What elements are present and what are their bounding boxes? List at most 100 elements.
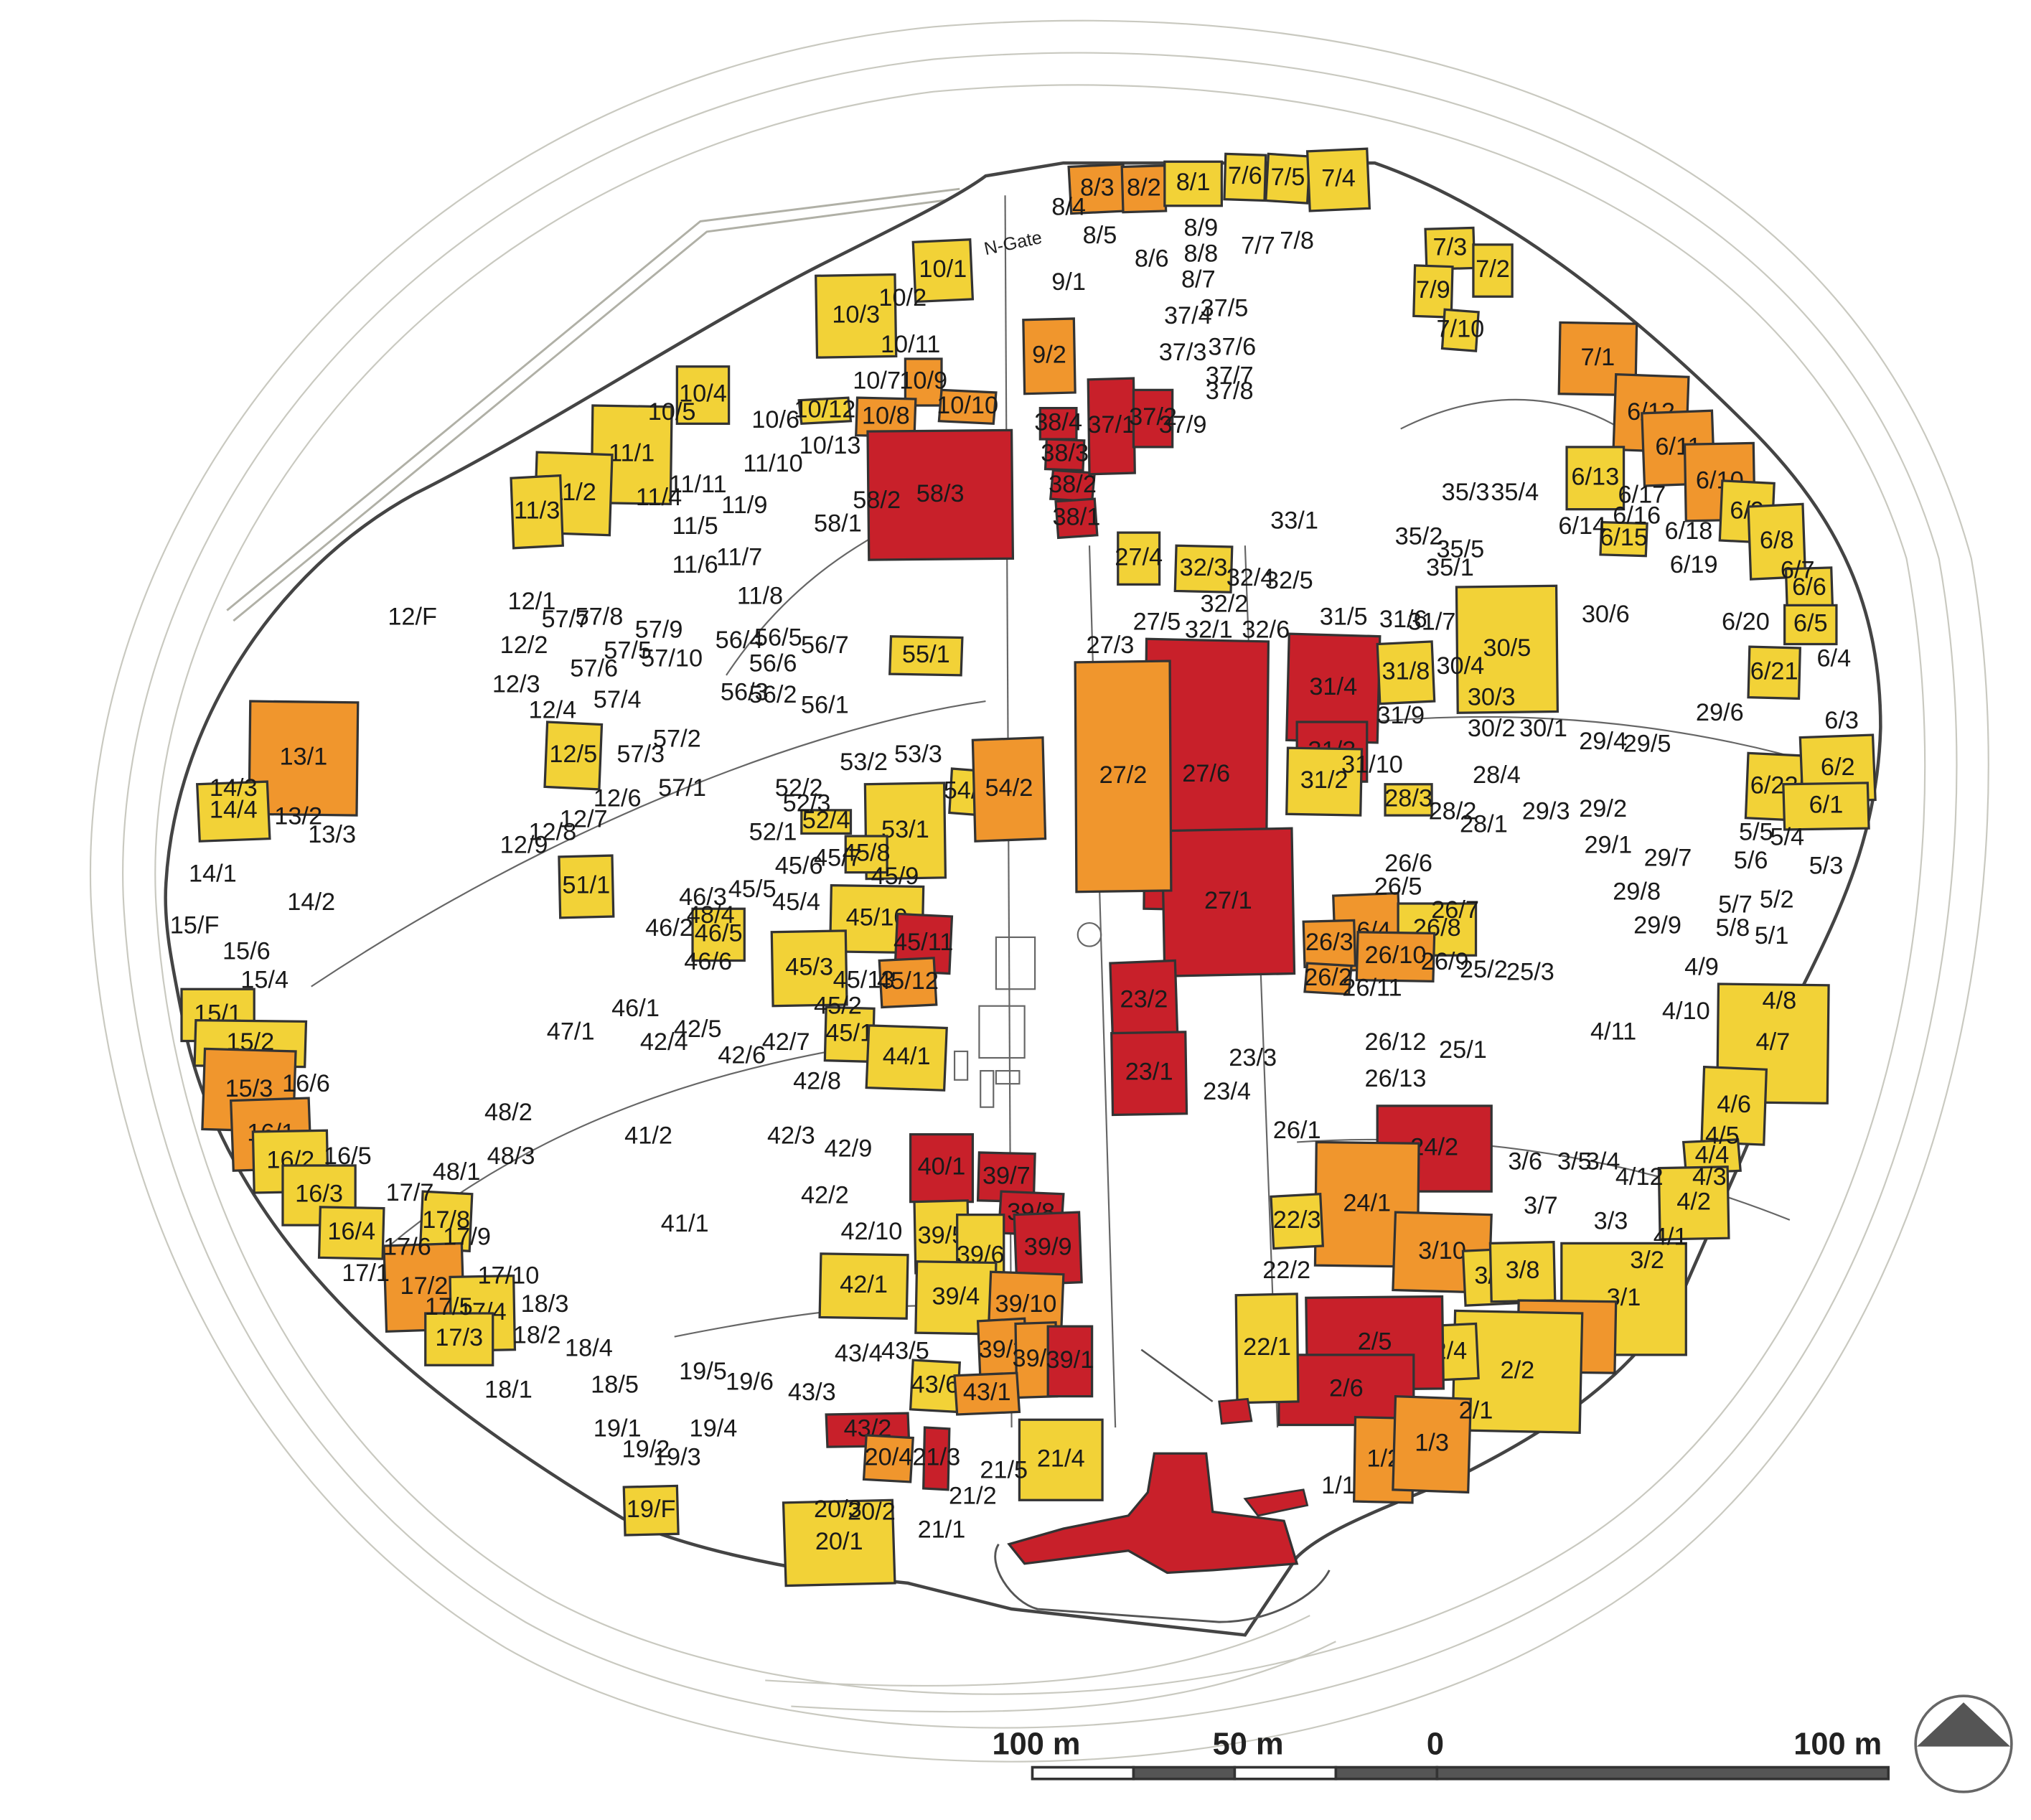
white-plot-label-30-4: 30/4	[1436, 652, 1484, 680]
white-plot-label-16-6: 16/6	[282, 1070, 330, 1097]
white-plot-label-57-3: 57/3	[616, 741, 665, 768]
white-plot-label-22-2: 22/2	[1262, 1257, 1310, 1284]
plot-label-17-2: 17/2	[400, 1272, 449, 1300]
white-plot-label-32-1: 32/1	[1185, 616, 1233, 644]
plot-31-4	[1285, 632, 1382, 744]
white-plot-label-10-2: 10/2	[878, 284, 927, 311]
white-plot-label-11-8: 11/8	[737, 583, 783, 610]
white-plot-label-48-4: 48/4	[687, 901, 735, 929]
white-plot-label-20-3: 20/3	[814, 1496, 862, 1523]
plot-label-31-8: 31/8	[1382, 657, 1430, 685]
plot-22-1	[1234, 1293, 1300, 1404]
white-plot-label-5-7: 5/7	[1718, 891, 1753, 919]
white-plot-label-6-19: 6/19	[1670, 551, 1718, 578]
plot-label-4-4: 4/4	[1695, 1141, 1730, 1168]
white-plot-label-21-5: 21/5	[980, 1457, 1028, 1484]
plot-label-19-F: 19/F	[627, 1496, 676, 1523]
plot-27-1	[1160, 827, 1296, 977]
white-plot-label-19-6: 19/6	[726, 1369, 774, 1396]
plot-45-3	[770, 929, 848, 1008]
plot-label-32-3: 32/3	[1180, 554, 1228, 581]
scale-label-100m-right: 100 m	[1793, 1727, 1882, 1761]
white-plot-label-14-2: 14/2	[287, 888, 335, 916]
white-plot-label-29-3: 29/3	[1522, 798, 1570, 825]
white-plot-label-8-5: 8/5	[1083, 222, 1117, 249]
white-plot-label-23-4: 23/4	[1203, 1078, 1251, 1105]
white-plot-label-15-F: 15/F	[170, 912, 220, 939]
plot-label-20-4: 20/4	[864, 1443, 912, 1470]
white-plot-label-3-5: 3/5	[1557, 1148, 1592, 1175]
white-plot-label-20-2: 20/2	[848, 1498, 896, 1525]
white-plot-label-45-13: 45/13	[833, 966, 895, 993]
north-arrow-icon	[1914, 1694, 2013, 1793]
white-plot-label-6-20: 6/20	[1722, 609, 1770, 636]
plot-4-2	[1657, 1165, 1730, 1241]
plot-42-1	[818, 1252, 909, 1320]
white-plot-label-8-9: 8/9	[1184, 214, 1219, 241]
plot-6-13	[1565, 446, 1626, 511]
white-plot-label-3-2: 3/2	[1630, 1247, 1664, 1274]
plot-label-38-4: 38/4	[1034, 408, 1082, 436]
plot-label-11-1: 11/1	[609, 440, 655, 467]
white-plot-label-46-6: 46/6	[684, 948, 732, 975]
white-plot-label-37-5: 37/5	[1201, 294, 1249, 322]
plot-20-1	[782, 1498, 896, 1587]
white-plot-label-48-2: 48/2	[484, 1099, 533, 1126]
white-plot-label-29-9: 29/9	[1633, 912, 1681, 939]
plot-label-30-5: 30/5	[1483, 634, 1532, 662]
plot-label-26-10: 26/10	[1365, 942, 1427, 969]
white-plot-label-3-7: 3/7	[1524, 1192, 1558, 1219]
white-plot-label-52-1: 52/1	[749, 818, 797, 845]
scale-label-0: 0	[1427, 1727, 1444, 1761]
white-plot-label-45-2: 45/2	[814, 993, 862, 1020]
white-plot-label-3-6: 3/6	[1508, 1148, 1542, 1175]
white-plot-label-57-5: 57/5	[604, 637, 652, 664]
white-plot-label-52-2: 52/2	[775, 774, 823, 802]
plot-label-39-7: 39/7	[982, 1162, 1031, 1189]
white-plot-label-4-1: 4/1	[1654, 1223, 1688, 1250]
plot-38-3	[1043, 438, 1086, 472]
white-plot-label-26-13: 26/13	[1365, 1065, 1427, 1092]
plot-label-53-1: 53/1	[881, 816, 929, 843]
plot-label-40-1: 40/1	[918, 1153, 966, 1181]
white-plot-label-14-3: 14/3	[210, 774, 258, 802]
white-plot-label-29-4: 29/4	[1579, 728, 1627, 755]
plot-label-4-6: 4/6	[1717, 1091, 1751, 1118]
white-plot-label-7-8: 7/8	[1280, 227, 1314, 254]
white-plot-label-32-2: 32/2	[1201, 590, 1249, 617]
white-plot-label-10-11: 10/11	[881, 331, 940, 358]
white-plot-label-45-6: 45/6	[775, 852, 823, 879]
plot-label-6-5: 6/5	[1793, 609, 1828, 637]
plot-label-22-3: 22/3	[1273, 1206, 1321, 1234]
white-plot-label-29-8: 29/8	[1613, 878, 1661, 906]
white-plot-label-10-7: 10/7	[853, 367, 901, 395]
plot-label-23-2: 23/2	[1120, 986, 1168, 1013]
white-plot-label-30-1: 30/1	[1519, 715, 1567, 742]
plot-label-6-8: 6/8	[1760, 527, 1794, 554]
white-plot-label-57-9: 57/9	[635, 616, 683, 644]
plot-label-27-6: 27/6	[1182, 760, 1230, 787]
plot-31-8	[1376, 640, 1436, 705]
white-plot-label-45-4: 45/4	[772, 888, 820, 916]
white-plot-label-30-6: 30/6	[1582, 601, 1630, 628]
white-plot-label-19-4: 19/4	[690, 1415, 738, 1443]
plot-label-44-1: 44/1	[883, 1043, 931, 1070]
white-plot-label-17-5: 17/5	[425, 1293, 473, 1321]
plot-label-23-1: 23/1	[1125, 1059, 1173, 1086]
white-plot-label-4-12: 4/12	[1615, 1163, 1664, 1191]
white-plot-label-28-2: 28/2	[1429, 798, 1477, 825]
plot-4-6	[1700, 1065, 1768, 1146]
white-plot-label-5-3: 5/3	[1809, 852, 1844, 879]
plot-label-3-8: 3/8	[1506, 1257, 1540, 1284]
white-plot-label-46-3: 46/3	[679, 883, 727, 911]
white-plot-label-17-7: 17/7	[386, 1179, 434, 1206]
plot-23-1	[1110, 1031, 1188, 1117]
white-plot-label-6-18: 6/18	[1665, 517, 1713, 545]
white-plot-label-12-7: 12/7	[560, 805, 608, 832]
plot-label-2-6: 2/6	[1329, 1375, 1364, 1402]
white-plot-label-8-6: 8/6	[1135, 245, 1169, 273]
white-plot-label-56-7: 56/7	[801, 632, 849, 659]
white-plot-label-30-2: 30/2	[1468, 715, 1516, 742]
white-plot-label-8-8: 8/8	[1184, 240, 1219, 267]
plot-45-8	[844, 835, 888, 874]
